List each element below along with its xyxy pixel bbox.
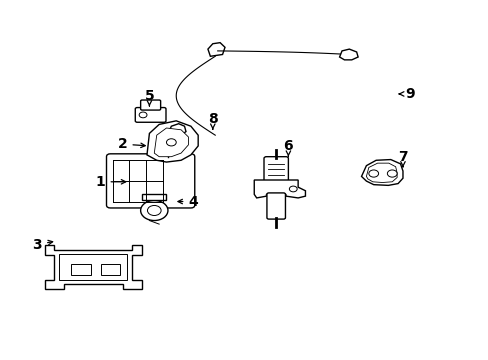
Text: 6: 6 bbox=[283, 139, 293, 156]
Text: 2: 2 bbox=[118, 137, 145, 151]
FancyBboxPatch shape bbox=[141, 100, 160, 110]
Polygon shape bbox=[254, 180, 305, 198]
Bar bbox=[142, 194, 166, 201]
Polygon shape bbox=[339, 49, 357, 60]
Bar bbox=[59, 253, 127, 280]
Circle shape bbox=[147, 206, 161, 216]
FancyBboxPatch shape bbox=[135, 108, 165, 122]
Polygon shape bbox=[168, 124, 185, 135]
Polygon shape bbox=[147, 121, 198, 162]
Circle shape bbox=[368, 170, 378, 177]
Text: 5: 5 bbox=[144, 89, 154, 106]
Text: 1: 1 bbox=[96, 175, 125, 189]
Polygon shape bbox=[207, 42, 224, 56]
Text: 4: 4 bbox=[178, 194, 198, 208]
Text: 7: 7 bbox=[397, 150, 407, 167]
Circle shape bbox=[386, 170, 396, 177]
Polygon shape bbox=[154, 128, 188, 157]
Text: 3: 3 bbox=[32, 238, 53, 252]
FancyBboxPatch shape bbox=[106, 154, 194, 208]
Circle shape bbox=[139, 112, 147, 118]
Circle shape bbox=[289, 186, 297, 192]
Text: 8: 8 bbox=[207, 112, 217, 129]
Polygon shape bbox=[44, 244, 142, 289]
Text: 9: 9 bbox=[399, 87, 414, 101]
Circle shape bbox=[141, 201, 167, 221]
Circle shape bbox=[166, 139, 176, 146]
Polygon shape bbox=[366, 163, 396, 183]
Bar bbox=[71, 264, 91, 275]
FancyBboxPatch shape bbox=[264, 157, 288, 182]
Polygon shape bbox=[361, 159, 402, 185]
Circle shape bbox=[162, 138, 174, 148]
FancyBboxPatch shape bbox=[266, 193, 285, 219]
Bar bbox=[101, 264, 120, 275]
